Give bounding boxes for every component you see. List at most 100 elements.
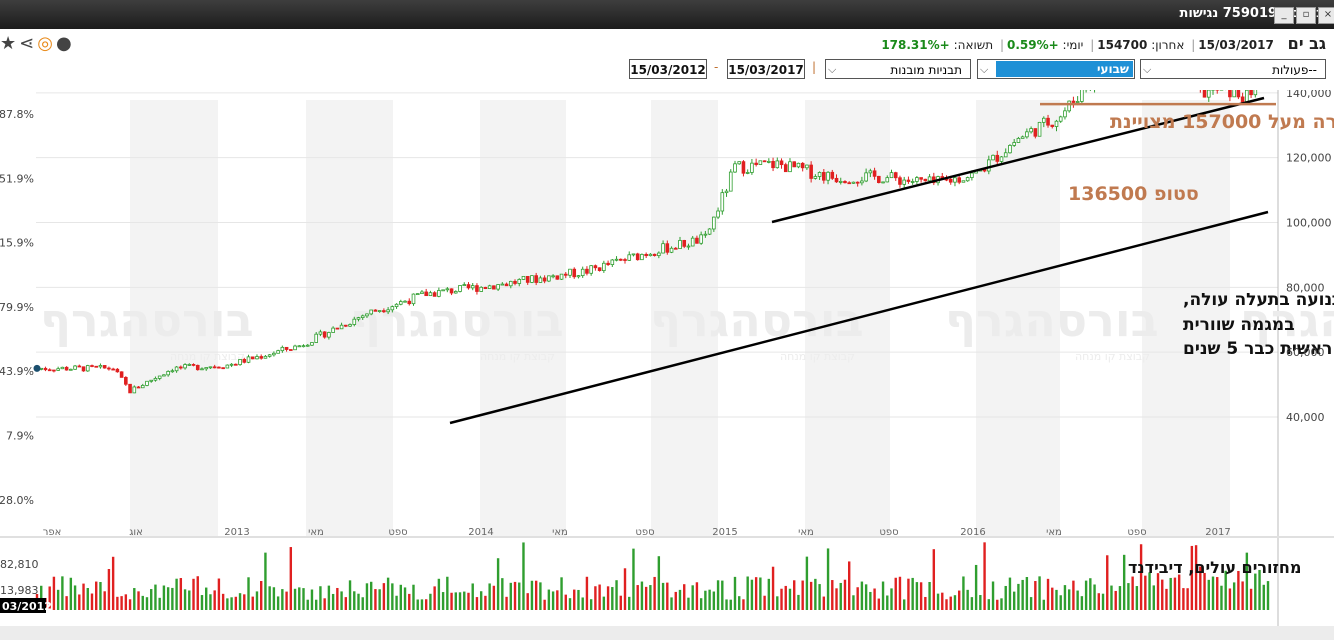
window-titlebar: גב ים | 759019 נגישות _ ▫ ×: [0, 0, 1334, 29]
volume-bar: [666, 582, 669, 610]
candle-body: [174, 366, 179, 372]
candle-body: [1058, 116, 1063, 122]
candle-body: [690, 237, 695, 247]
close-button[interactable]: ×: [1318, 7, 1334, 24]
right-tick-label: 100,000: [1286, 217, 1332, 230]
candle-body: [360, 315, 365, 319]
left-tick-label: 151.9%: [0, 172, 34, 185]
period-select[interactable]: ⌵ שבועי: [977, 59, 1135, 79]
patterns-select[interactable]: תבניות מובנות ⌵: [825, 59, 971, 79]
volume-bar: [1051, 587, 1054, 610]
star-icon[interactable]: ★: [0, 33, 17, 54]
volume-bar: [754, 577, 758, 610]
candle-body: [242, 359, 247, 363]
candle-body: [864, 172, 868, 182]
candle-body: [179, 366, 183, 369]
candle-body: [504, 283, 509, 287]
date-from-field[interactable]: 15/03/2012: [629, 59, 707, 79]
volume-bar: [996, 599, 999, 610]
candle-body: [77, 365, 82, 368]
x-tick-label: 2013: [224, 527, 249, 538]
target-icon[interactable]: ◎: [37, 33, 53, 54]
candle-body: [610, 259, 615, 265]
date-to-field[interactable]: 15/03/2017: [727, 59, 805, 79]
actions-select[interactable]: --פעולות ⌵: [1140, 59, 1326, 79]
volume-bar: [150, 589, 153, 610]
volume-bar: [175, 578, 178, 610]
volume-bar: [416, 599, 419, 610]
restore-button[interactable]: ▫: [1296, 7, 1316, 24]
quote-info: גב ים 15/03/2017| אחרון: 154700| יומי: +…: [881, 34, 1326, 53]
volume-bar: [1076, 590, 1079, 610]
channel-annotation-line2: במגמה שוורית: [1183, 315, 1295, 335]
candle-body: [267, 354, 272, 357]
volume-bar: [585, 576, 589, 610]
volume-bar: [1258, 569, 1261, 610]
volume-bar: [1012, 591, 1016, 610]
candle-body: [284, 346, 289, 350]
chart-band: [306, 100, 393, 536]
left-tick-label: 187.8%: [0, 108, 34, 121]
volume-bar: [1135, 586, 1139, 610]
volume-bar: [162, 585, 166, 610]
candle-body: [365, 313, 369, 317]
candle-body: [1202, 90, 1207, 98]
volume-bar: [48, 586, 51, 610]
candle-body: [43, 367, 48, 371]
minimize-button[interactable]: _: [1274, 7, 1294, 24]
candle-body: [521, 275, 526, 280]
chevron-down-icon: ⌵: [828, 63, 837, 76]
volume-bar: [771, 566, 775, 610]
volume-bar: [1063, 585, 1067, 610]
volume-bar: [750, 579, 754, 610]
candle-body: [703, 233, 708, 236]
volume-bar: [860, 581, 864, 610]
volume-bar: [1241, 581, 1244, 610]
candle-body: [466, 284, 471, 289]
candle-body: [915, 177, 919, 182]
window-controls: _ ▫ ×: [1274, 7, 1334, 24]
x-tick-label: מאי: [308, 527, 324, 538]
volume-bar: [1165, 588, 1168, 610]
volume-bar: [814, 578, 817, 610]
volume-bar: [809, 581, 813, 610]
volume-bar: [344, 597, 348, 610]
volume-bar: [293, 588, 297, 610]
volume-bar: [1072, 580, 1075, 610]
candle-body: [487, 285, 492, 289]
volume-bar: [991, 581, 995, 610]
volume-bar: [1245, 552, 1249, 610]
volume-bar: [116, 596, 119, 610]
volume-bar: [378, 589, 381, 610]
candle-body: [555, 275, 560, 280]
price-chart[interactable]: בורסהגרף קבוצת קו מנחה בורסהגרף קבוצת קו מנ…: [0, 90, 1334, 640]
candle-body: [377, 310, 382, 312]
resistance-annotation: סגירה מעל 157000 מצויינת: [1110, 111, 1334, 133]
channel-annotation-line1: תנועה בתעלה עולה,: [1183, 290, 1334, 310]
candle-body: [470, 285, 475, 289]
volume-bar: [708, 589, 711, 610]
candle-body: [614, 258, 619, 261]
candle-body: [272, 352, 276, 356]
channel-lower-line: [449, 210, 1269, 425]
share-icon[interactable]: ⋖: [19, 33, 35, 54]
candle-body: [1080, 90, 1084, 102]
volume-bar: [547, 589, 551, 610]
volume-bar: [412, 584, 415, 610]
candle-body: [255, 356, 259, 360]
candle-body: [547, 275, 551, 282]
candle-body: [293, 345, 297, 351]
candle-body: [60, 366, 65, 370]
candle-body: [957, 177, 961, 183]
candle-body: [750, 162, 754, 173]
x-tick-label: 2016: [960, 527, 985, 538]
volume-bar: [784, 585, 787, 610]
candle-body: [56, 368, 60, 371]
comment-icon[interactable]: ●: [55, 33, 72, 54]
candle-body: [327, 332, 331, 338]
candle-body: [373, 309, 378, 312]
start-date-box: [0, 598, 46, 613]
volume-bar: [1144, 575, 1147, 610]
volume-bar: [1131, 576, 1134, 610]
candle-body: [1041, 117, 1046, 123]
